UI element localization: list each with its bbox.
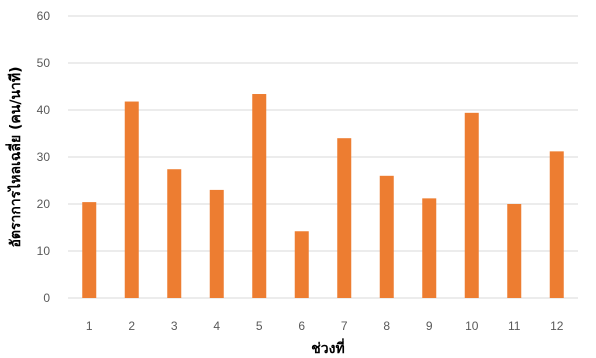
y-axis-title: อัตราการไหลเฉลี่ย (คน/นาที): [5, 66, 24, 247]
bar-7: [337, 138, 352, 298]
x-tick-label: 12: [550, 319, 564, 333]
y-tick-labels: 0 10 20 30 40 50 60: [37, 9, 51, 305]
y-tick-label: 30: [37, 150, 51, 164]
x-tick-labels: 1 2 3 4 5 6 7 8 9 10 11 12: [86, 319, 564, 333]
bars: [82, 94, 564, 299]
y-tick-label: 20: [37, 197, 51, 211]
x-tick-label: 6: [298, 319, 305, 333]
bar-2: [124, 101, 139, 298]
x-tick-label: 11: [508, 319, 521, 333]
bar-11: [507, 204, 522, 298]
x-tick-label: 8: [383, 319, 390, 333]
bar-9: [422, 198, 437, 298]
x-tick-label: 2: [128, 319, 135, 333]
bar-5: [252, 94, 267, 299]
bar-3: [167, 169, 182, 298]
y-tick-label: 50: [37, 56, 51, 70]
bar-8: [379, 175, 394, 298]
x-tick-label: 1: [86, 319, 93, 333]
y-tick-label: 60: [37, 9, 51, 23]
x-tick-label: 5: [256, 319, 263, 333]
x-tick-label: 10: [465, 319, 479, 333]
y-tick-label: 0: [43, 291, 50, 305]
bar-6: [294, 231, 309, 298]
bar-4: [209, 189, 224, 298]
bar-1: [82, 202, 97, 298]
x-axis-title: ช่วงที่: [311, 338, 344, 357]
gridlines: [68, 15, 578, 299]
bar-12: [549, 151, 564, 298]
x-tick-label: 4: [213, 319, 220, 333]
x-tick-label: 3: [171, 319, 178, 333]
x-tick-label: 7: [341, 319, 348, 333]
y-tick-label: 10: [37, 244, 51, 258]
y-tick-label: 40: [37, 103, 51, 117]
x-tick-label: 9: [426, 319, 433, 333]
bar-10: [464, 112, 479, 298]
